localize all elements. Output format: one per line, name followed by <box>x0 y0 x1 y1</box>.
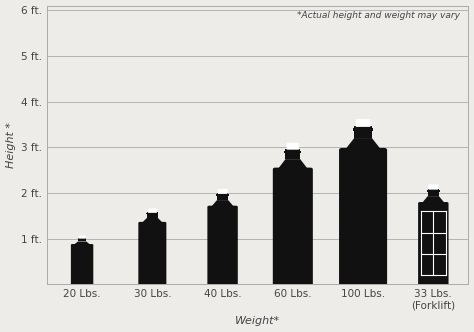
FancyBboxPatch shape <box>339 148 387 286</box>
Bar <box>77 238 87 239</box>
FancyBboxPatch shape <box>138 222 166 286</box>
FancyBboxPatch shape <box>273 168 313 286</box>
PathPatch shape <box>422 196 445 203</box>
Bar <box>285 149 300 159</box>
PathPatch shape <box>142 217 163 223</box>
FancyBboxPatch shape <box>287 143 299 149</box>
Bar <box>146 213 158 214</box>
Bar <box>216 194 229 196</box>
FancyBboxPatch shape <box>207 206 238 286</box>
PathPatch shape <box>345 138 381 150</box>
FancyBboxPatch shape <box>356 120 370 126</box>
Bar <box>78 238 86 241</box>
Bar <box>428 189 439 196</box>
FancyBboxPatch shape <box>79 236 85 238</box>
FancyBboxPatch shape <box>418 202 448 286</box>
Bar <box>217 193 228 200</box>
FancyBboxPatch shape <box>218 189 227 194</box>
Bar <box>284 151 301 153</box>
PathPatch shape <box>211 200 234 207</box>
FancyBboxPatch shape <box>429 185 438 189</box>
Bar <box>427 190 440 192</box>
Y-axis label: Height *: Height * <box>6 122 16 168</box>
PathPatch shape <box>278 159 308 169</box>
Bar <box>353 128 373 131</box>
Bar <box>354 126 372 138</box>
PathPatch shape <box>73 241 91 245</box>
X-axis label: Weight*: Weight* <box>235 316 280 326</box>
Bar <box>147 212 157 217</box>
FancyBboxPatch shape <box>148 209 156 212</box>
FancyBboxPatch shape <box>71 244 93 285</box>
Text: *Actual height and weight may vary: *Actual height and weight may vary <box>297 11 460 20</box>
